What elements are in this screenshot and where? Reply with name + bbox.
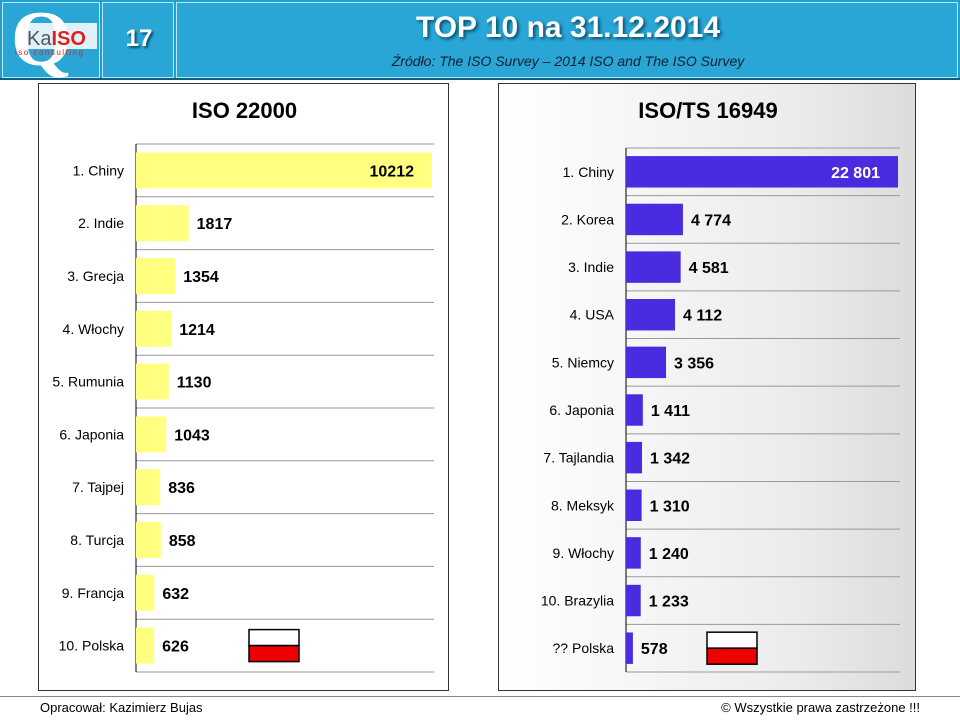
category-label: 9. Francja <box>62 585 124 601</box>
bar <box>626 251 681 283</box>
bar <box>626 299 676 331</box>
flag-red-stripe <box>706 647 758 665</box>
bar <box>136 310 172 347</box>
chart-iso22000: ISO 22000 1. Chiny 10212 2. Indie 1817 3. Gre… <box>52 98 434 673</box>
category-label: 4. USA <box>570 307 615 323</box>
category-label: 1. Chiny <box>563 164 614 180</box>
value-label: 1214 <box>179 322 215 339</box>
bar <box>136 258 176 294</box>
polish-flag-icon <box>706 631 758 665</box>
flag-white-stripe <box>248 628 300 647</box>
category-label: 10. Polska <box>59 638 125 654</box>
category-label: 1. Chiny <box>73 162 124 178</box>
value-label: 632 <box>162 586 189 603</box>
category-label: 7. Tajpej <box>72 479 124 495</box>
logo-plate <box>25 23 97 49</box>
category-label: 10. Brazylia <box>541 593 614 609</box>
slide-number-box: 17 <box>102 2 174 78</box>
category-label: 3. Grecja <box>67 268 124 284</box>
category-label: 6. Japonia <box>549 402 614 418</box>
polish-flag-icon <box>248 628 300 663</box>
value-label: 1043 <box>174 427 210 444</box>
slide-number: 17 <box>125 25 153 52</box>
value-label: 858 <box>169 533 196 550</box>
bar <box>136 205 189 242</box>
flag-red-stripe <box>248 644 300 663</box>
bar <box>626 537 641 569</box>
footer-divider <box>0 696 960 697</box>
value-label: 1354 <box>183 269 219 286</box>
bar <box>626 203 683 236</box>
bar <box>136 574 155 611</box>
category-label: 8. Turcja <box>70 532 124 548</box>
bar <box>136 416 167 453</box>
value-label: 1130 <box>177 375 212 392</box>
chart-title: ISO/TS 16949 <box>638 98 777 123</box>
bar <box>136 363 169 400</box>
bar <box>626 441 643 474</box>
value-label: 1 240 <box>649 546 689 563</box>
value-label: 1817 <box>197 216 233 233</box>
category-label: 2. Indie <box>78 215 124 231</box>
category-label: 7. Tajlandia <box>543 450 614 466</box>
chart-panel-iso16949: ISO/TS 16949 1. Chiny 22 801 2. Korea 4 774 3… <box>498 83 916 691</box>
value-label: 22 801 <box>831 165 880 182</box>
bar <box>626 584 641 617</box>
value-label: 626 <box>162 639 189 656</box>
bar <box>136 522 161 558</box>
kaiso-logo: Q KaISO iso consulting <box>2 0 100 82</box>
bar <box>626 632 633 664</box>
logo-graphic: Q KaISO iso consulting <box>11 0 97 82</box>
flag-white-stripe <box>706 631 758 649</box>
value-label: 578 <box>641 641 668 658</box>
value-label: 1 342 <box>650 451 690 468</box>
logo-ka: Ka <box>27 28 52 50</box>
bar <box>626 156 898 188</box>
category-label: 8. Meksyk <box>551 497 615 513</box>
category-label: 6. Japonia <box>59 426 124 442</box>
value-label: 4 774 <box>691 212 731 229</box>
svg-text:KaISO: KaISO <box>27 28 86 50</box>
bar <box>626 346 667 379</box>
category-label: 5. Niemcy <box>552 354 614 370</box>
logo-tagline: iso consulting <box>15 48 84 57</box>
value-label: 1 233 <box>649 594 689 611</box>
value-label: 4 581 <box>689 260 729 277</box>
category-label: 9. Włochy <box>553 545 614 561</box>
category-label: 5. Rumunia <box>52 374 124 390</box>
logo-iso: ISO <box>51 28 85 50</box>
chart-panel-iso22000: ISO 22000 1. Chiny 10212 2. Indie 1817 3. Gre… <box>38 83 449 691</box>
bar <box>136 152 432 189</box>
bar <box>626 489 642 521</box>
page-title: TOP 10 na 31.12.2014 <box>415 11 721 44</box>
value-label: 4 112 <box>683 308 722 325</box>
category-label: 4. Włochy <box>63 321 124 337</box>
category-label: 2. Korea <box>561 211 614 227</box>
bar <box>626 394 643 426</box>
chart-title: ISO 22000 <box>192 98 297 123</box>
chart-iso16949: ISO/TS 16949 1. Chiny 22 801 2. Korea 4 774 3… <box>541 98 900 673</box>
slide-header: Q KaISO iso consulting 17 TOP 10 na 31.1… <box>0 0 960 82</box>
category-label: ?? Polska <box>553 640 615 656</box>
value-label: 836 <box>168 480 195 497</box>
footer-rights: © Wszystkie prawa zastrzeżone !!! <box>721 700 920 715</box>
value-label: 1 411 <box>651 403 690 420</box>
title-box: TOP 10 na 31.12.2014 Źródło: The ISO Sur… <box>176 2 958 78</box>
page-subtitle: Źródło: The ISO Survey – 2014 ISO and Th… <box>391 53 745 69</box>
value-label: 3 356 <box>674 355 714 372</box>
value-label: 10212 <box>370 163 415 180</box>
value-label: 1 310 <box>650 498 690 515</box>
footer-author: Opracował: Kazimierz Bujas <box>40 700 203 715</box>
category-label: 3. Indie <box>568 259 614 275</box>
bar <box>136 469 161 506</box>
bar <box>136 627 155 664</box>
